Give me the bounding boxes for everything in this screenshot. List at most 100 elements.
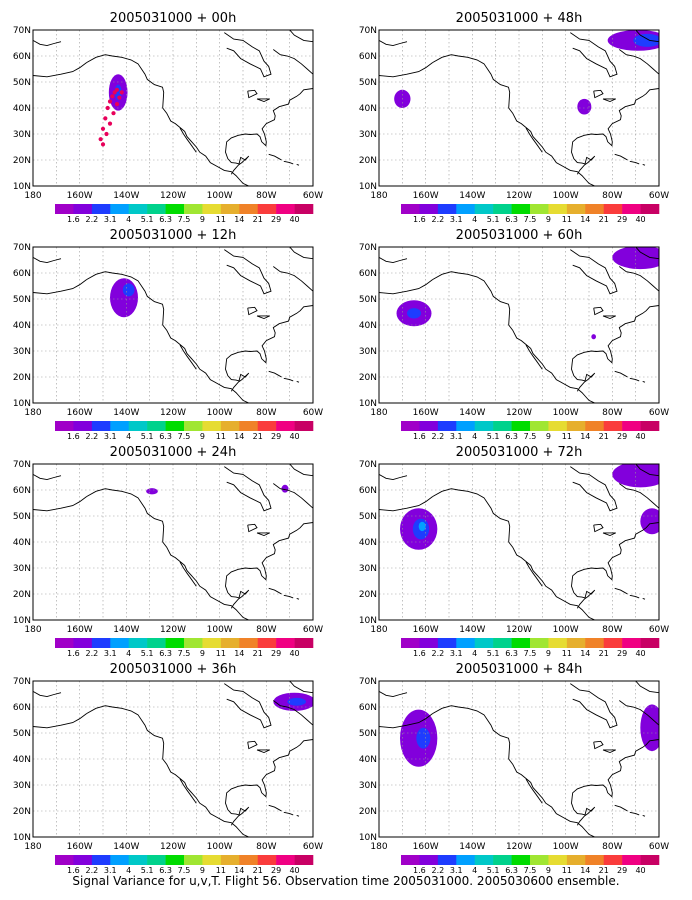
y-tick-label: 20N (13, 590, 31, 600)
x-tick-label: 120W (506, 842, 532, 852)
variance-contour (122, 283, 135, 297)
y-tick-label: 50N (13, 729, 31, 739)
colorbar-label: 1.6 (413, 866, 426, 875)
y-tick-label: 20N (359, 156, 377, 166)
x-tick-label: 180 (370, 408, 387, 418)
coastline (179, 561, 197, 587)
colorbar-swatch (294, 204, 314, 214)
coastline (642, 814, 646, 817)
colorbar-swatch (419, 855, 439, 865)
colorbar-label: 7.5 (524, 866, 537, 875)
y-tick-label: 30N (359, 564, 377, 574)
colorbar-swatch (401, 638, 420, 648)
colorbar-label: 9 (200, 649, 205, 658)
coastline (268, 587, 282, 595)
colorbar-swatch (184, 638, 203, 648)
y-tick-label: 20N (359, 590, 377, 600)
colorbar-swatch (548, 204, 568, 214)
coastline (33, 279, 87, 295)
y-tick-label: 40N (13, 321, 31, 331)
colorbar-swatch (585, 421, 605, 431)
y-tick-label: 20N (13, 373, 31, 383)
colorbar-label: 29 (271, 866, 281, 875)
colorbar-swatch (548, 855, 568, 865)
y-tick-label: 40N (359, 104, 377, 114)
colorbar-swatch (202, 204, 222, 214)
colorbar-swatch (184, 421, 203, 431)
coastline (224, 683, 272, 729)
y-tick-label: 10N (13, 182, 31, 192)
track-point (107, 99, 113, 104)
coastline (179, 127, 197, 153)
colorbar-swatch (257, 638, 277, 648)
colorbar-swatch (511, 855, 531, 865)
x-tick-label: 180 (24, 625, 41, 635)
colorbar-label: 4 (126, 215, 131, 224)
colorbar-swatch (91, 638, 111, 648)
colorbar-swatch (110, 204, 130, 214)
coastline (379, 474, 408, 481)
coastline (642, 597, 646, 600)
colorbar-swatch (220, 421, 240, 431)
map-frame (378, 246, 660, 404)
track-point (107, 121, 113, 126)
y-tick-label: 30N (359, 781, 377, 791)
coastline (256, 749, 270, 753)
colorbar-swatch (257, 855, 277, 865)
colorbar-label: 6.3 (505, 866, 518, 875)
y-tick-label: 70N (13, 677, 31, 687)
colorbar-label: 2.2 (431, 866, 444, 875)
coastline (179, 778, 197, 804)
coastline (225, 88, 313, 175)
colorbar-swatch (257, 204, 277, 214)
coastline (296, 163, 300, 166)
colorbar-swatch (147, 204, 166, 214)
colorbar-label: 5.1 (487, 649, 500, 658)
colorbar-swatch (73, 855, 93, 865)
x-tick-label: 80W (602, 625, 622, 635)
colorbar-label: 21 (599, 649, 609, 658)
x-tick-label: 120W (506, 408, 532, 418)
colorbar-swatch (401, 855, 420, 865)
coastline (33, 713, 87, 729)
coastline (379, 496, 433, 512)
y-tick-label: 20N (359, 373, 377, 383)
y-tick-label: 60N (359, 269, 377, 279)
map-frame (32, 29, 314, 187)
colorbar-label: 7.5 (524, 215, 537, 224)
coastline (33, 691, 62, 698)
x-tick-label: 80W (602, 408, 622, 418)
colorbar-swatch (456, 204, 476, 214)
colorbar-swatch (566, 421, 586, 431)
colorbar-swatch (128, 638, 148, 648)
coastline (379, 713, 433, 729)
colorbar-label: 21 (599, 432, 609, 441)
colorbar-label: 1.6 (67, 215, 80, 224)
y-tick-label: 40N (359, 755, 377, 765)
coastline (256, 315, 270, 319)
y-tick-label: 60N (359, 486, 377, 496)
colorbar-swatch (511, 638, 531, 648)
colorbar-swatch (294, 638, 314, 648)
variance-contour (287, 697, 306, 706)
colorbar-swatch (493, 638, 512, 648)
colorbar-swatch (548, 638, 568, 648)
colorbar-label: 11 (216, 649, 226, 658)
colorbar-label: 4 (472, 866, 477, 875)
y-tick-label: 60N (359, 52, 377, 62)
colorbar-label: 5.1 (141, 649, 154, 658)
coastline (283, 377, 294, 382)
coastline (379, 691, 408, 698)
colorbar-label: 40 (289, 649, 299, 658)
colorbar-label: 2.2 (431, 432, 444, 441)
panel-title: 2005031000 + 36h (110, 662, 237, 677)
x-tick-label: 160W (67, 408, 93, 418)
panel-title: 2005031000 + 12h (110, 228, 237, 243)
colorbar-swatch (165, 638, 185, 648)
colorbar-label: 1.6 (413, 649, 426, 658)
y-tick-label: 30N (13, 130, 31, 140)
colorbar-swatch (220, 204, 240, 214)
coastline (593, 523, 604, 533)
variance-contour (612, 247, 659, 270)
coastline (86, 488, 249, 620)
